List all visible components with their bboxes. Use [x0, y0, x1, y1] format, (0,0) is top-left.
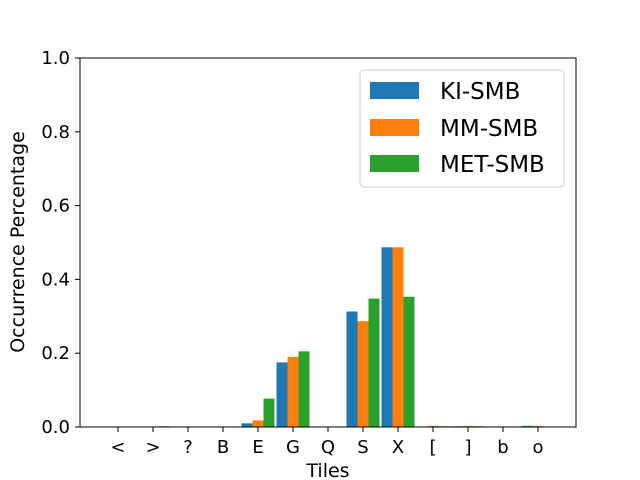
x-tick-label-0: <: [110, 437, 125, 458]
bar-mm-smb-5: [287, 356, 299, 427]
bar-met-smb-7: [368, 298, 380, 427]
x-tick-label-8: X: [392, 437, 404, 458]
legend-swatch-ki-smb: [370, 82, 419, 99]
legend-label-ki-smb: KI-SMB: [440, 79, 520, 105]
x-tick-label-4: E: [252, 437, 263, 458]
x-tick-label-3: B: [217, 437, 229, 458]
bar-ki-smb-4: [241, 423, 253, 427]
bar-ki-smb-7: [346, 311, 358, 427]
y-axis-label: Occurrence Percentage: [7, 131, 29, 353]
x-tick-label-6: Q: [321, 437, 335, 458]
x-tick-label-9: [: [429, 437, 436, 458]
x-tick-label-7: S: [357, 437, 368, 458]
legend-swatch-met-smb: [370, 155, 419, 172]
bar-mm-smb-4: [252, 420, 264, 427]
y-tick-label-5: 1.0: [41, 48, 70, 69]
bar-mm-smb-10: [462, 425, 474, 427]
bar-met-smb-5: [298, 351, 310, 427]
y-tick-label-1: 0.2: [41, 343, 70, 364]
y-tick-label-2: 0.4: [41, 269, 70, 290]
y-tick-label-0: 0.0: [41, 417, 70, 438]
legend-label-met-smb: MET-SMB: [440, 152, 545, 178]
x-tick-label-1: >: [145, 437, 160, 458]
bar-mm-smb-8: [392, 247, 404, 427]
bar-met-smb-8: [403, 296, 415, 427]
x-tick-label-11: b: [497, 437, 508, 458]
bar-mm-smb-9: [427, 425, 439, 427]
y-axis-ticks: 0.0 0.2 0.4 0.6 0.8 1.0: [41, 48, 80, 438]
bar-ki-smb-5: [276, 362, 288, 427]
bars-layer: [158, 247, 555, 427]
x-tick-label-2: ?: [183, 437, 193, 458]
bar-met-smb-4: [263, 398, 275, 427]
x-axis-ticks: < >? B E G Q S X [] b o: [110, 427, 544, 458]
y-tick-label-4: 0.8: [41, 122, 70, 143]
bar-ki-smb-8: [381, 247, 393, 427]
bar-ki-smb-12: [521, 425, 533, 427]
x-tick-label-5: G: [286, 437, 300, 458]
x-tick-label-12: o: [532, 437, 543, 458]
bar-mm-smb-12: [532, 425, 544, 427]
x-tick-label-10: ]: [464, 437, 471, 458]
legend-swatch-mm-smb: [370, 119, 419, 136]
x-axis-label: Tiles: [305, 460, 349, 480]
y-tick-label-3: 0.6: [41, 196, 70, 217]
legend-label-mm-smb: MM-SMB: [440, 116, 538, 142]
bar-mm-smb-7: [357, 321, 369, 427]
legend: KI-SMB MM-SMB MET-SMB: [359, 69, 565, 188]
